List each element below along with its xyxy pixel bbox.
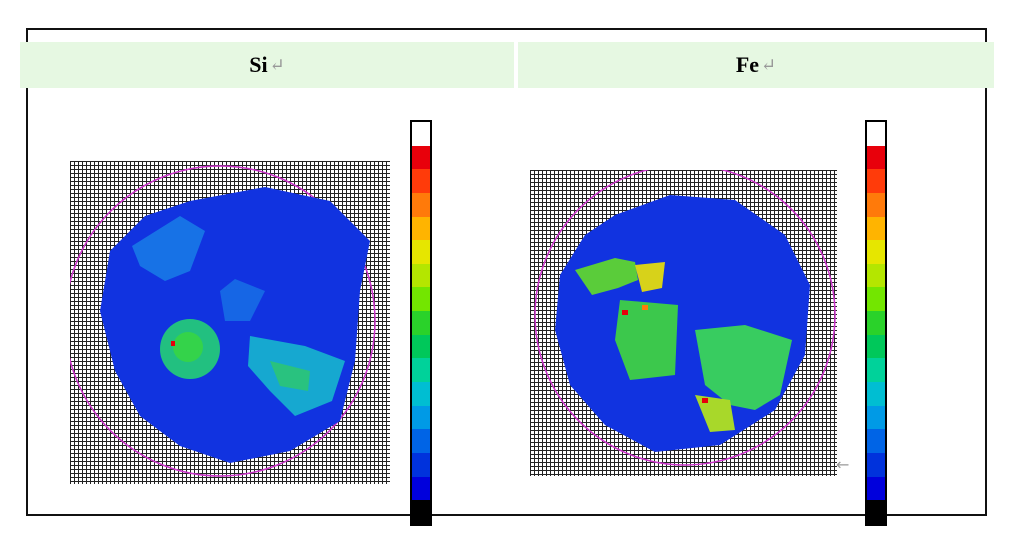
colorbar-segment (867, 192, 885, 217)
colorbar-segment (867, 145, 885, 170)
colorbar-segment (412, 452, 430, 477)
colorbar-segment (412, 240, 430, 264)
sample-region (555, 195, 810, 452)
si-map-graphic (70, 165, 376, 477)
fe-element-map (530, 170, 837, 476)
colorbar-segment (412, 382, 430, 406)
fe-map-graphic (534, 170, 836, 466)
colorbar-segment (412, 429, 430, 453)
colorbar-segment (412, 405, 430, 430)
colorbar-segment (867, 263, 885, 288)
si-title: Si (249, 52, 268, 77)
figure-frame (26, 28, 987, 516)
si-header: Si ↵ (20, 42, 514, 88)
si-element-map (70, 161, 390, 484)
green-cluster (575, 258, 638, 295)
colorbar-segment (412, 263, 430, 288)
fe-header: Fe ↵ (518, 42, 994, 88)
green-cluster (695, 325, 792, 410)
fe-colorbar (865, 120, 887, 526)
colorbar-segment (867, 476, 885, 501)
measurement-ring (70, 165, 376, 477)
hotspot (642, 305, 648, 310)
colorbar-segment (412, 476, 430, 501)
colorbar-segment (412, 169, 430, 193)
measurement-ring (534, 170, 836, 466)
colorbar-segment (412, 192, 430, 217)
green-cluster (270, 361, 310, 391)
colorbar-segment (867, 334, 885, 359)
colorbar-segment (867, 216, 885, 241)
colorbar-segment (867, 382, 885, 406)
colorbar-segment (867, 122, 885, 146)
colorbar-segment (867, 240, 885, 264)
colorbar-segment (867, 287, 885, 312)
colorbar-segment (412, 311, 430, 335)
green-cluster (173, 332, 203, 362)
colorbar-segment (867, 311, 885, 335)
colorbar-segment (412, 216, 430, 241)
paragraph-mark-icon: ↵ (269, 54, 285, 75)
fe-title: Fe (735, 52, 760, 77)
hotspot (171, 341, 175, 346)
green-cluster (615, 300, 678, 380)
colorbar-segment (412, 358, 430, 383)
colorbar-segment (412, 334, 430, 359)
arrow-mark-icon: ← (836, 455, 850, 474)
colorbar-segment (867, 405, 885, 430)
si-colorbar (410, 120, 432, 526)
colorbar-segment (412, 122, 430, 146)
blue-cluster (132, 216, 205, 281)
colorbar-segment (412, 500, 430, 524)
yellow-cluster (635, 262, 665, 292)
colorbar-segment (867, 452, 885, 477)
sample-region (100, 187, 370, 463)
blue-cluster (220, 279, 265, 321)
yellow-cluster (695, 395, 735, 432)
colorbar-segment (867, 500, 885, 524)
colorbar-segment (412, 145, 430, 170)
colorbar-segment (867, 358, 885, 383)
colorbar-segment (867, 429, 885, 453)
colorbar-segment (412, 287, 430, 312)
colorbar-segment (867, 169, 885, 193)
paragraph-mark-icon: ↵ (761, 54, 777, 75)
hotspot (622, 310, 628, 315)
hotspot (702, 398, 708, 403)
